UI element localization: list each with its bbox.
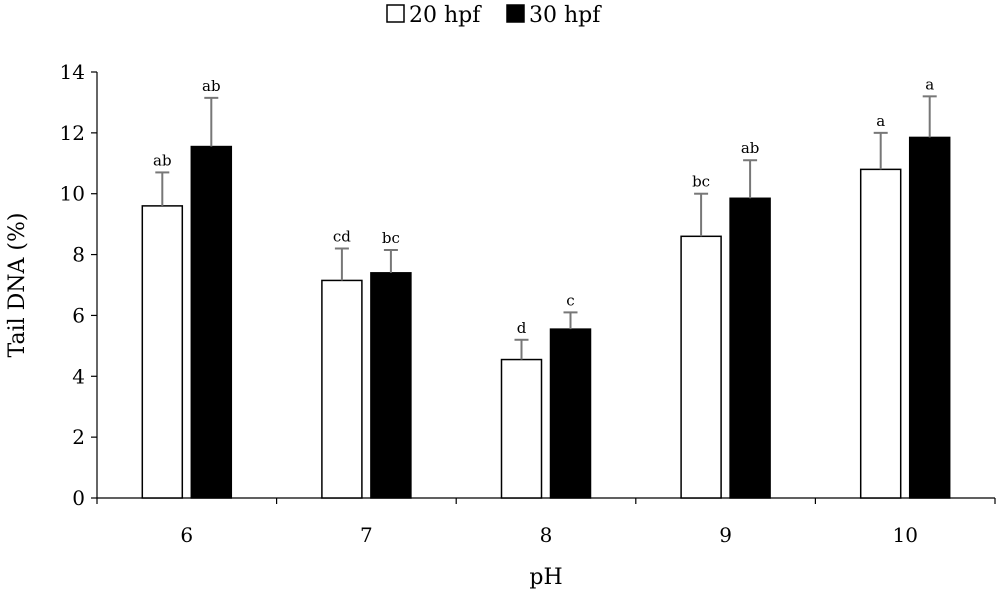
bar-20-hpf-ph-6 xyxy=(141,205,184,499)
bar-30-hpf-ph-7 xyxy=(370,272,412,499)
y-tick-label: 0 xyxy=(72,486,85,510)
legend: 20 hpf 30 hpf xyxy=(386,3,602,28)
bars: ab cd d bc a ab bc c ab a xyxy=(141,75,951,499)
significance-label: ab xyxy=(741,139,760,157)
significance-label: c xyxy=(566,291,574,309)
significance-label: d xyxy=(517,319,527,337)
legend-label-20-hpf: 20 hpf xyxy=(409,3,482,28)
y-tick-label: 2 xyxy=(72,425,85,449)
bar-20-hpf-ph-7 xyxy=(321,279,363,499)
significance-label: ab xyxy=(202,77,221,95)
y-tick-label: 6 xyxy=(72,303,85,327)
x-tick-label: 7 xyxy=(360,523,373,547)
bar-20-hpf-ph-8 xyxy=(500,358,543,499)
x-tick-label: 6 xyxy=(180,523,193,547)
bar-30-hpf-ph-6 xyxy=(190,145,233,499)
x-tick-label: 9 xyxy=(719,523,732,547)
x-axis-title: pH xyxy=(529,565,562,590)
legend-swatch-30-hpf xyxy=(506,4,525,23)
legend-label-30-hpf: 30 hpf xyxy=(529,3,602,28)
y-tick-label: 14 xyxy=(60,60,85,84)
significance-label: a xyxy=(925,75,934,93)
bar-30-hpf-ph-8 xyxy=(549,328,592,499)
bar-30-hpf-ph-9 xyxy=(729,197,771,499)
x-ticks: 6 7 8 9 10 xyxy=(96,498,996,547)
y-ticks: 0 2 4 6 8 10 12 14 xyxy=(60,60,97,510)
y-tick-label: 10 xyxy=(60,182,85,206)
significance-label: ab xyxy=(153,151,172,169)
bar-20-hpf-ph-9 xyxy=(680,235,722,499)
y-tick-label: 8 xyxy=(72,243,85,267)
significance-label: a xyxy=(876,112,885,130)
significance-label: bc xyxy=(692,173,710,191)
legend-swatch-20-hpf xyxy=(386,4,405,23)
significance-label: bc xyxy=(382,229,400,247)
y-tick-label: 12 xyxy=(60,121,85,145)
y-tick-label: 4 xyxy=(72,364,85,388)
x-tick-label: 10 xyxy=(892,523,917,547)
x-tick-label: 8 xyxy=(540,523,553,547)
bar-20-hpf-ph-10 xyxy=(859,168,902,499)
y-axis-title: Tail DNA (%) xyxy=(5,213,30,358)
significance-label: cd xyxy=(333,227,351,245)
bar-30-hpf-ph-10 xyxy=(908,136,951,499)
